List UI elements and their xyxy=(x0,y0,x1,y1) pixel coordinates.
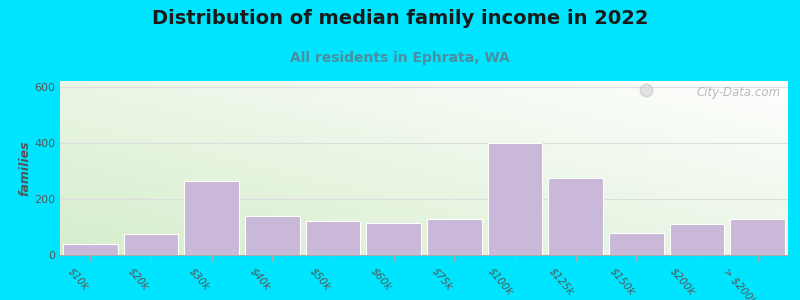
Text: All residents in Ephrata, WA: All residents in Ephrata, WA xyxy=(290,51,510,65)
Bar xyxy=(306,221,360,255)
Bar xyxy=(548,178,603,255)
Text: City-Data.com: City-Data.com xyxy=(697,86,781,99)
Bar xyxy=(245,216,300,255)
Y-axis label: families: families xyxy=(18,140,31,196)
Text: Distribution of median family income in 2022: Distribution of median family income in … xyxy=(152,9,648,28)
Bar xyxy=(184,181,239,255)
Bar xyxy=(124,234,178,255)
Bar xyxy=(670,224,724,255)
Bar xyxy=(63,244,118,255)
Bar xyxy=(488,143,542,255)
Bar xyxy=(609,232,664,255)
Bar xyxy=(427,218,482,255)
Bar xyxy=(730,218,785,255)
Bar xyxy=(366,223,421,255)
